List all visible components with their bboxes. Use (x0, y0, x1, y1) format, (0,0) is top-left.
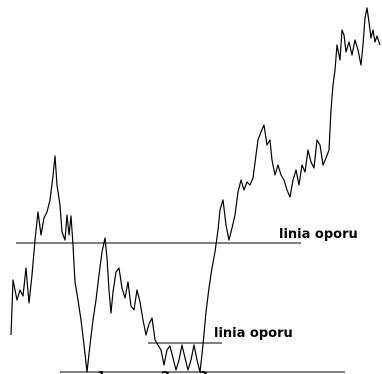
tick-label-1: 1 (97, 370, 106, 374)
annotation-label-lower: linia oporu (214, 326, 293, 341)
tick-label-3: 3 (199, 370, 208, 374)
tick-label-2: 2 (161, 370, 170, 374)
annotation-label-upper: linia oporu (279, 227, 358, 242)
price-series-line (10, 7, 381, 373)
